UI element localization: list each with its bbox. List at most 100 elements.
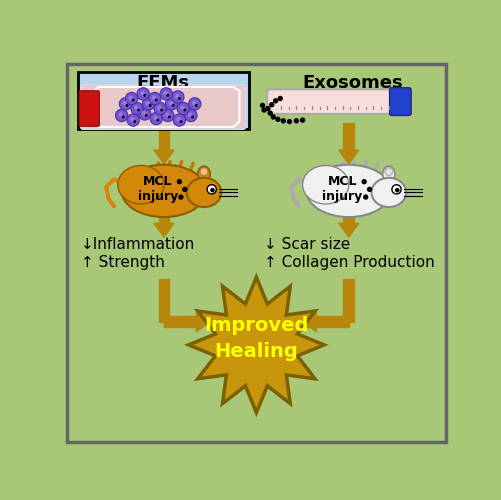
Circle shape xyxy=(191,116,194,118)
Circle shape xyxy=(119,112,123,117)
Circle shape xyxy=(132,98,135,102)
Circle shape xyxy=(160,108,163,112)
Circle shape xyxy=(156,118,159,122)
Polygon shape xyxy=(339,223,359,237)
Circle shape xyxy=(172,91,184,103)
Circle shape xyxy=(127,114,139,126)
Circle shape xyxy=(177,102,189,115)
FancyBboxPatch shape xyxy=(81,84,245,130)
Circle shape xyxy=(185,110,197,122)
Bar xyxy=(159,280,169,322)
Text: ↓Inflammation: ↓Inflammation xyxy=(81,238,195,252)
Circle shape xyxy=(152,96,156,100)
Circle shape xyxy=(130,117,135,121)
Circle shape xyxy=(165,112,169,117)
Circle shape xyxy=(169,101,173,105)
Circle shape xyxy=(260,102,265,108)
Circle shape xyxy=(273,98,279,103)
Polygon shape xyxy=(303,312,317,332)
Circle shape xyxy=(165,98,178,110)
Circle shape xyxy=(182,186,187,192)
FancyBboxPatch shape xyxy=(390,88,411,116)
Circle shape xyxy=(275,116,281,122)
Bar xyxy=(301,316,349,327)
Bar xyxy=(159,123,169,150)
Circle shape xyxy=(145,114,148,117)
Circle shape xyxy=(367,186,372,192)
Circle shape xyxy=(122,101,127,105)
Circle shape xyxy=(150,112,162,124)
Circle shape xyxy=(178,97,181,100)
Text: MCL
injury: MCL injury xyxy=(323,176,363,204)
Circle shape xyxy=(168,116,171,118)
Circle shape xyxy=(178,194,183,200)
Circle shape xyxy=(137,88,149,100)
Circle shape xyxy=(278,96,283,101)
Circle shape xyxy=(287,119,292,124)
Polygon shape xyxy=(154,150,174,164)
Circle shape xyxy=(395,188,400,192)
Circle shape xyxy=(133,120,136,123)
Bar xyxy=(301,316,317,327)
Circle shape xyxy=(281,118,286,124)
Circle shape xyxy=(269,102,275,108)
Circle shape xyxy=(131,102,143,115)
Circle shape xyxy=(363,194,368,200)
Circle shape xyxy=(153,116,158,120)
Circle shape xyxy=(262,108,267,112)
Bar xyxy=(343,280,354,322)
Ellipse shape xyxy=(372,178,406,207)
Text: Improved
Healing: Improved Healing xyxy=(204,316,309,362)
Circle shape xyxy=(200,168,208,175)
Bar xyxy=(159,218,169,223)
Circle shape xyxy=(142,111,146,116)
Polygon shape xyxy=(196,312,210,332)
Circle shape xyxy=(177,179,182,184)
Circle shape xyxy=(362,179,367,184)
Circle shape xyxy=(139,108,151,120)
Text: Exosomes: Exosomes xyxy=(302,74,403,92)
Circle shape xyxy=(142,98,155,110)
Circle shape xyxy=(129,96,133,100)
Circle shape xyxy=(210,188,215,192)
Circle shape xyxy=(265,106,271,111)
Circle shape xyxy=(119,98,132,110)
Circle shape xyxy=(188,112,192,117)
Polygon shape xyxy=(188,277,324,412)
Bar xyxy=(78,72,248,130)
Circle shape xyxy=(162,110,174,122)
Circle shape xyxy=(157,106,162,110)
Circle shape xyxy=(192,101,196,105)
Circle shape xyxy=(126,104,128,107)
Polygon shape xyxy=(154,223,174,237)
Bar xyxy=(343,123,354,150)
Circle shape xyxy=(122,116,125,118)
Circle shape xyxy=(195,104,198,107)
Text: EEMs: EEMs xyxy=(137,74,190,92)
Text: ↑ Strength: ↑ Strength xyxy=(81,255,165,270)
Circle shape xyxy=(160,88,172,100)
Circle shape xyxy=(385,168,393,175)
Circle shape xyxy=(180,106,185,110)
Ellipse shape xyxy=(187,178,221,207)
Circle shape xyxy=(268,110,273,116)
Circle shape xyxy=(271,114,276,119)
Circle shape xyxy=(155,98,158,102)
FancyBboxPatch shape xyxy=(79,91,99,126)
Circle shape xyxy=(137,108,140,112)
Circle shape xyxy=(149,104,151,107)
Circle shape xyxy=(294,118,299,124)
Ellipse shape xyxy=(122,164,206,217)
Bar xyxy=(188,316,196,327)
Bar xyxy=(343,218,354,223)
Circle shape xyxy=(115,110,128,122)
Polygon shape xyxy=(339,150,359,164)
Ellipse shape xyxy=(307,164,391,217)
Circle shape xyxy=(207,184,216,194)
Circle shape xyxy=(154,102,166,115)
Circle shape xyxy=(163,91,168,96)
Ellipse shape xyxy=(383,166,395,182)
Circle shape xyxy=(300,118,305,123)
Text: ↑ Collagen Production: ↑ Collagen Production xyxy=(264,255,435,270)
Circle shape xyxy=(149,92,161,104)
